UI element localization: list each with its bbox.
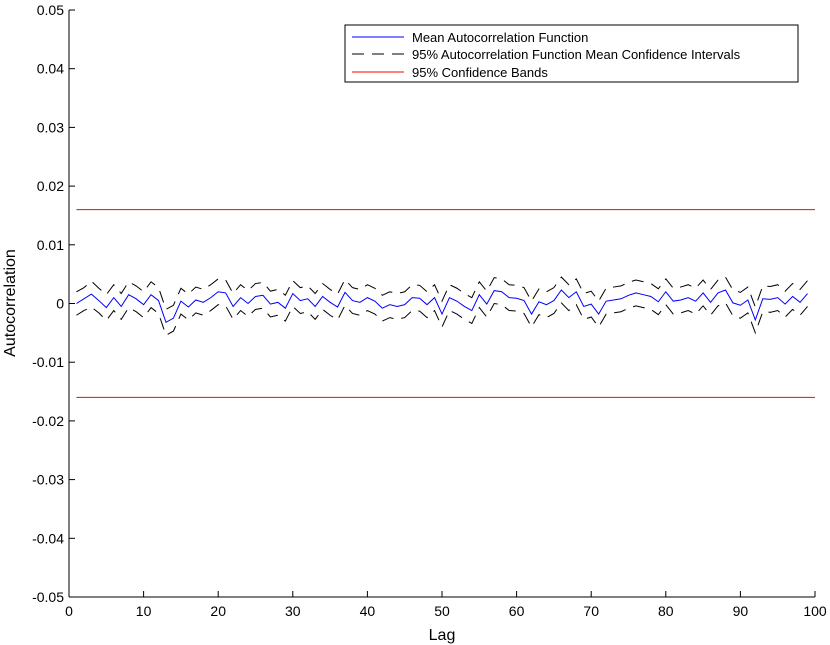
- legend-box: [344, 24, 799, 83]
- x-tick-label: 80: [658, 603, 674, 619]
- lower-mean-ci-line: [76, 302, 808, 336]
- y-axis-label: Autocorrelation: [2, 249, 19, 357]
- y-tick-label: 0.03: [37, 119, 64, 135]
- legend: Mean Autocorrelation Function 95% Autoco…: [344, 24, 799, 83]
- y-tick-label: 0.05: [37, 2, 64, 18]
- y-tick-label: -0.01: [32, 354, 64, 370]
- plot-background: [69, 10, 815, 597]
- y-tick-label: -0.02: [32, 413, 64, 429]
- x-tick-label: 10: [136, 603, 152, 619]
- x-tick-label: 70: [583, 603, 599, 619]
- y-tick-label: -0.05: [32, 589, 64, 605]
- x-tick-label: 90: [733, 603, 749, 619]
- x-tick-label: 100: [803, 603, 827, 619]
- y-tick-label: 0.04: [37, 61, 64, 77]
- x-tick-label: 30: [285, 603, 301, 619]
- plot-area: [69, 10, 815, 597]
- mean-acf-line: [76, 289, 808, 324]
- x-tick-label: 20: [210, 603, 226, 619]
- x-tick-label: 40: [360, 603, 376, 619]
- axes: -0.05 -0.04 -0.03 -0.02 -0.01 0 0.01 0.02 0.03 0.…: [32, 2, 827, 619]
- legend-label-ci: 95% Autocorrelation Function Mean Confid…: [412, 47, 741, 62]
- data-layer: [76, 209, 815, 398]
- y-tick-label: -0.03: [32, 472, 64, 488]
- x-tick-label: 0: [65, 603, 73, 619]
- y-tick-label: -0.04: [32, 530, 64, 546]
- y-tick-label: 0: [56, 296, 64, 312]
- legend-label-bands: 95% Confidence Bands: [412, 65, 548, 80]
- x-tick-label: 60: [509, 603, 525, 619]
- x-axis-label: Lag: [429, 627, 456, 644]
- y-tick-label: 0.01: [37, 237, 64, 253]
- x-tick-label: 50: [434, 603, 450, 619]
- upper-mean-ci-line: [76, 276, 808, 311]
- legend-label-mean: Mean Autocorrelation Function: [412, 30, 588, 45]
- y-tick-label: 0.02: [37, 178, 64, 194]
